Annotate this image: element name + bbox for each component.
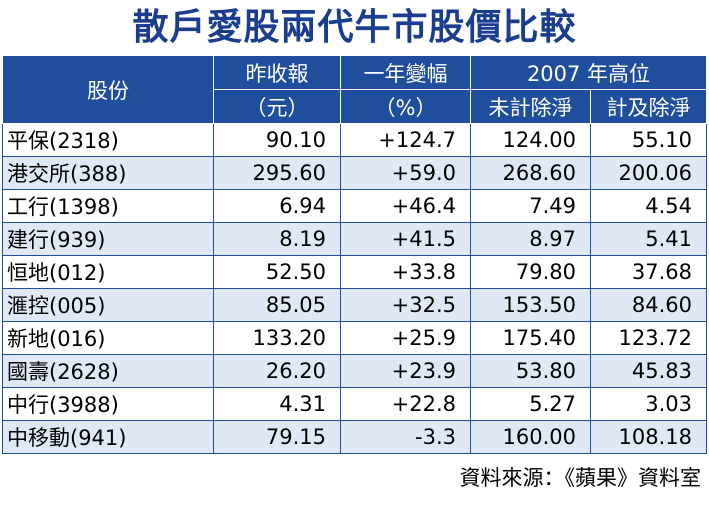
header-stock: 股份 <box>2 55 214 124</box>
stock-name: 恒地(012) <box>2 255 214 289</box>
header-close-unit: （元） <box>213 89 341 124</box>
table-cell: 37.68 <box>590 255 707 289</box>
table-cell: 85.05 <box>213 288 341 322</box>
table-cell: 90.10 <box>213 123 341 157</box>
source: 資料來源：《蘋果》資料室 <box>459 466 702 490</box>
table-row: 工行(1398) 6.94 +46.4 7.49 4.54 <box>2 189 707 223</box>
table-row: 滙控(005) 85.05 +32.5 153.50 84.60 <box>2 288 707 322</box>
table-cell: 8.97 <box>470 222 591 256</box>
header-high-ex: 未計除淨 <box>470 89 591 124</box>
stock-name: 港交所(388) <box>2 156 214 190</box>
header-change: 一年變幅 <box>340 55 471 90</box>
stock-name: 中移動(941) <box>2 420 214 454</box>
stock-name: 建行(939) <box>2 222 214 256</box>
table-cell: 79.15 <box>213 420 341 454</box>
table-cell: 55.10 <box>590 123 707 157</box>
table-row: 建行(939) 8.19 +41.5 8.97 5.41 <box>2 222 707 256</box>
table-row: 國壽(2628) 26.20 +23.9 53.80 45.83 <box>2 354 707 388</box>
table-cell: 5.41 <box>590 222 707 256</box>
table: 股份 昨收報 一年變幅 2007 年高位 （元） （%） 未計除淨 計及除淨 平… <box>2 55 707 454</box>
stock-name: 新地(016) <box>2 321 214 355</box>
table-cell: +33.8 <box>340 255 471 289</box>
stock-name: 中行(3988) <box>2 387 214 421</box>
stock-name: 國壽(2628) <box>2 354 214 388</box>
table-cell: 53.80 <box>470 354 591 388</box>
table-cell: +46.4 <box>340 189 471 223</box>
table-cell: 133.20 <box>213 321 341 355</box>
table-cell: 6.94 <box>213 189 341 223</box>
table-cell: 108.18 <box>590 420 707 454</box>
table-cell: +22.8 <box>340 387 471 421</box>
table-cell: 153.50 <box>470 288 591 322</box>
table-row: 恒地(012) 52.50 +33.8 79.80 37.68 <box>2 255 707 289</box>
stock-name: 滙控(005) <box>2 288 214 322</box>
stock-name: 平保(2318) <box>2 123 214 157</box>
table-cell: 4.31 <box>213 387 341 421</box>
table-row: 平保(2318) 90.10 +124.7 124.00 55.10 <box>2 123 707 157</box>
table-cell: 268.60 <box>470 156 591 190</box>
table-cell: +32.5 <box>340 288 471 322</box>
title: 散戶愛股兩代牛市股價比較 <box>132 7 577 48</box>
table-cell: 79.80 <box>470 255 591 289</box>
table-cell: +59.0 <box>340 156 471 190</box>
table-cell: 7.49 <box>470 189 591 223</box>
table-row: 港交所(388) 295.60 +59.0 268.60 200.06 <box>2 156 707 190</box>
table-cell: 123.72 <box>590 321 707 355</box>
table-cell: 84.60 <box>590 288 707 322</box>
table-cell: +41.5 <box>340 222 471 256</box>
table-cell: 8.19 <box>213 222 341 256</box>
table-cell: -3.3 <box>340 420 471 454</box>
table-cell: +124.7 <box>340 123 471 157</box>
table-body: 平保(2318) 90.10 +124.7 124.00 55.10 港交所(388) 29… <box>2 123 707 454</box>
table-cell: +23.9 <box>340 354 471 388</box>
table-row: 新地(016) 133.20 +25.9 175.40 123.72 <box>2 321 707 355</box>
table-cell: 200.06 <box>590 156 707 190</box>
header-close: 昨收報 <box>213 55 341 90</box>
table-row: 中行(3988) 4.31 +22.8 5.27 3.03 <box>2 387 707 421</box>
table-cell: 5.27 <box>470 387 591 421</box>
header-change-unit: （%） <box>340 89 471 124</box>
table-cell: 295.60 <box>213 156 341 190</box>
table-cell: 175.40 <box>470 321 591 355</box>
table-cell: 160.00 <box>470 420 591 454</box>
table-cell: 26.20 <box>213 354 341 388</box>
table-cell: +25.9 <box>340 321 471 355</box>
header-high: 2007 年高位 <box>470 55 707 90</box>
header-high-incl: 計及除淨 <box>590 89 707 124</box>
table-row: 中移動(941) 79.15 -3.3 160.00 108.18 <box>2 420 707 454</box>
table-cell: 45.83 <box>590 354 707 388</box>
stock-name: 工行(1398) <box>2 189 214 223</box>
table-cell: 52.50 <box>213 255 341 289</box>
table-cell: 3.03 <box>590 387 707 421</box>
table-cell: 124.00 <box>470 123 591 157</box>
table-cell: 4.54 <box>590 189 707 223</box>
